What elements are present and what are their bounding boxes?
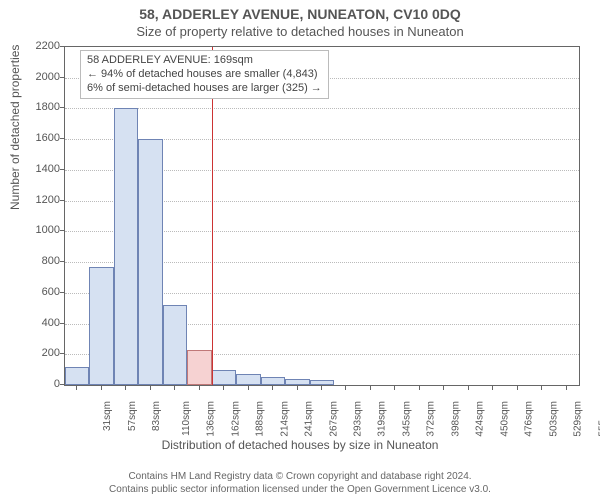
x-tick-label: 503sqm xyxy=(548,401,559,437)
x-tick-label: 214sqm xyxy=(279,401,290,437)
chart-container: 58, ADDERLEY AVENUE, NUNEATON, CV10 0DQ … xyxy=(0,0,600,500)
x-tick-label: 110sqm xyxy=(181,401,192,436)
y-tick-label: 2000 xyxy=(24,71,60,83)
y-tick-mark xyxy=(60,292,64,293)
x-tick-mark xyxy=(76,386,77,390)
y-tick-label: 600 xyxy=(24,286,60,298)
y-tick-label: 400 xyxy=(24,317,60,329)
y-tick-label: 1200 xyxy=(24,194,60,206)
x-tick-label: 345sqm xyxy=(402,401,413,437)
y-axis-label: Number of detached properties xyxy=(8,45,22,210)
x-tick-label: 83sqm xyxy=(151,401,162,431)
histogram-bar xyxy=(138,139,162,385)
x-tick-mark xyxy=(492,386,493,390)
annotation-box: 58 ADDERLEY AVENUE: 169sqm ← 94% of deta… xyxy=(80,50,329,99)
y-tick-mark xyxy=(60,169,64,170)
y-tick-mark xyxy=(60,230,64,231)
histogram-bar xyxy=(163,305,187,385)
page-title-line2: Size of property relative to detached ho… xyxy=(0,24,600,39)
x-tick-mark xyxy=(370,386,371,390)
footer-line1: Contains HM Land Registry data © Crown c… xyxy=(0,470,600,483)
y-tick-mark xyxy=(60,384,64,385)
histogram-bar xyxy=(65,367,89,385)
y-tick-label: 1000 xyxy=(24,224,60,236)
x-tick-label: 424sqm xyxy=(475,401,486,437)
y-tick-label: 1400 xyxy=(24,163,60,175)
y-tick-mark xyxy=(60,323,64,324)
x-tick-label: 267sqm xyxy=(328,401,339,437)
x-tick-mark xyxy=(199,386,200,390)
y-tick-mark xyxy=(60,138,64,139)
footer-line2: Contains public sector information licen… xyxy=(0,483,600,496)
y-tick-label: 200 xyxy=(24,347,60,359)
annotation-line3: 6% of semi-detached houses are larger (3… xyxy=(87,82,322,96)
x-tick-mark xyxy=(394,386,395,390)
y-tick-label: 0 xyxy=(24,378,60,390)
x-tick-label: 372sqm xyxy=(426,401,437,437)
x-tick-label: 136sqm xyxy=(206,401,217,437)
x-tick-mark xyxy=(419,386,420,390)
x-tick-label: 57sqm xyxy=(127,401,138,431)
x-tick-label: 398sqm xyxy=(450,401,461,437)
histogram-bar xyxy=(89,267,113,385)
y-tick-label: 2200 xyxy=(24,40,60,52)
x-tick-mark xyxy=(566,386,567,390)
y-tick-mark xyxy=(60,261,64,262)
x-tick-mark xyxy=(174,386,175,390)
x-tick-mark xyxy=(297,386,298,390)
x-tick-label: 162sqm xyxy=(230,401,241,437)
histogram-bar xyxy=(285,379,309,385)
histogram-bar xyxy=(261,377,285,385)
y-tick-mark xyxy=(60,107,64,108)
x-axis-label: Distribution of detached houses by size … xyxy=(0,438,600,452)
page-title-line1: 58, ADDERLEY AVENUE, NUNEATON, CV10 0DQ xyxy=(0,6,600,22)
histogram-bar xyxy=(114,108,138,385)
x-tick-mark xyxy=(223,386,224,390)
y-tick-mark xyxy=(60,77,64,78)
x-tick-mark xyxy=(321,386,322,390)
x-tick-label: 31sqm xyxy=(102,401,113,431)
x-tick-label: 241sqm xyxy=(304,401,315,437)
x-tick-mark xyxy=(468,386,469,390)
histogram-bar xyxy=(310,380,334,385)
x-tick-mark xyxy=(150,386,151,390)
x-tick-mark xyxy=(541,386,542,390)
x-tick-label: 476sqm xyxy=(524,401,535,437)
annotation-line2: ← 94% of detached houses are smaller (4,… xyxy=(87,68,322,82)
y-tick-label: 1800 xyxy=(24,101,60,113)
y-tick-label: 1600 xyxy=(24,132,60,144)
histogram-bar xyxy=(187,350,211,385)
x-tick-mark xyxy=(443,386,444,390)
x-tick-label: 450sqm xyxy=(499,401,510,437)
y-tick-mark xyxy=(60,200,64,201)
x-tick-mark xyxy=(517,386,518,390)
y-tick-mark xyxy=(60,353,64,354)
x-tick-mark xyxy=(101,386,102,390)
y-tick-mark xyxy=(60,46,64,47)
histogram-bar xyxy=(212,370,236,385)
y-tick-label: 800 xyxy=(24,255,60,267)
x-tick-mark xyxy=(125,386,126,390)
gridline xyxy=(65,108,579,109)
histogram-bar xyxy=(236,374,260,385)
x-tick-label: 529sqm xyxy=(573,401,584,437)
x-tick-label: 188sqm xyxy=(255,401,266,437)
x-tick-mark xyxy=(272,386,273,390)
x-tick-mark xyxy=(248,386,249,390)
x-tick-label: 293sqm xyxy=(353,401,364,437)
footer: Contains HM Land Registry data © Crown c… xyxy=(0,470,600,496)
x-tick-mark xyxy=(345,386,346,390)
annotation-line1: 58 ADDERLEY AVENUE: 169sqm xyxy=(87,54,322,68)
x-tick-label: 319sqm xyxy=(377,401,388,437)
